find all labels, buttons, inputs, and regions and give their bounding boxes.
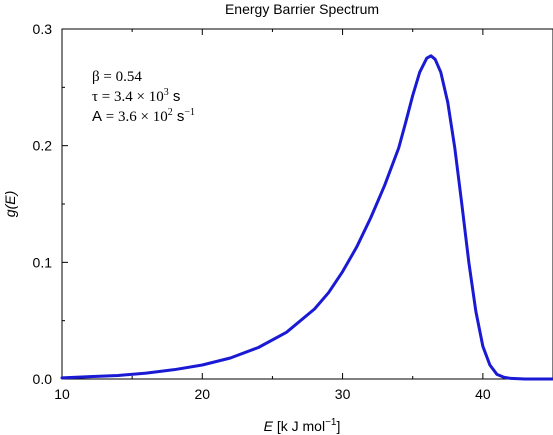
x-tick-labels: 10 20 30 40 <box>54 386 491 402</box>
x-tick-label: 30 <box>335 386 351 402</box>
y-tick-label: 0.2 <box>33 138 53 154</box>
axis-ticks <box>61 28 484 380</box>
series-line <box>60 54 553 381</box>
x-axis-units-exp: −1 <box>325 417 337 428</box>
x-tick-label: 10 <box>54 386 70 402</box>
x-axis-units-close: ] <box>336 418 340 434</box>
chart-title: Energy Barrier Spectrum <box>225 1 379 17</box>
tau-annotation: τ = 3.4 × 103 s <box>92 87 180 105</box>
x-tick-label: 40 <box>475 386 491 402</box>
beta-annotation: β = 0.54 <box>92 69 142 85</box>
a-annotation: A = 3.6 × 102 s−1 <box>92 107 195 125</box>
x-axis-units: [k J mol <box>273 418 325 434</box>
x-tick-label: 20 <box>194 386 210 402</box>
y-tick-label: 0.3 <box>33 21 53 37</box>
y-axis-label: g(E) <box>2 191 18 217</box>
parameter-annotations: β = 0.54 τ = 3.4 × 103 s A = 3.6 × 102 s… <box>92 69 195 125</box>
y-tick-labels: 0.0 0.1 0.2 0.3 <box>33 21 53 387</box>
y-tick-label: 0.0 <box>33 371 53 387</box>
y-tick-label: 0.1 <box>33 254 53 270</box>
x-axis-label: E [k J mol−1] <box>264 417 341 434</box>
x-axis-var: E <box>264 418 274 434</box>
